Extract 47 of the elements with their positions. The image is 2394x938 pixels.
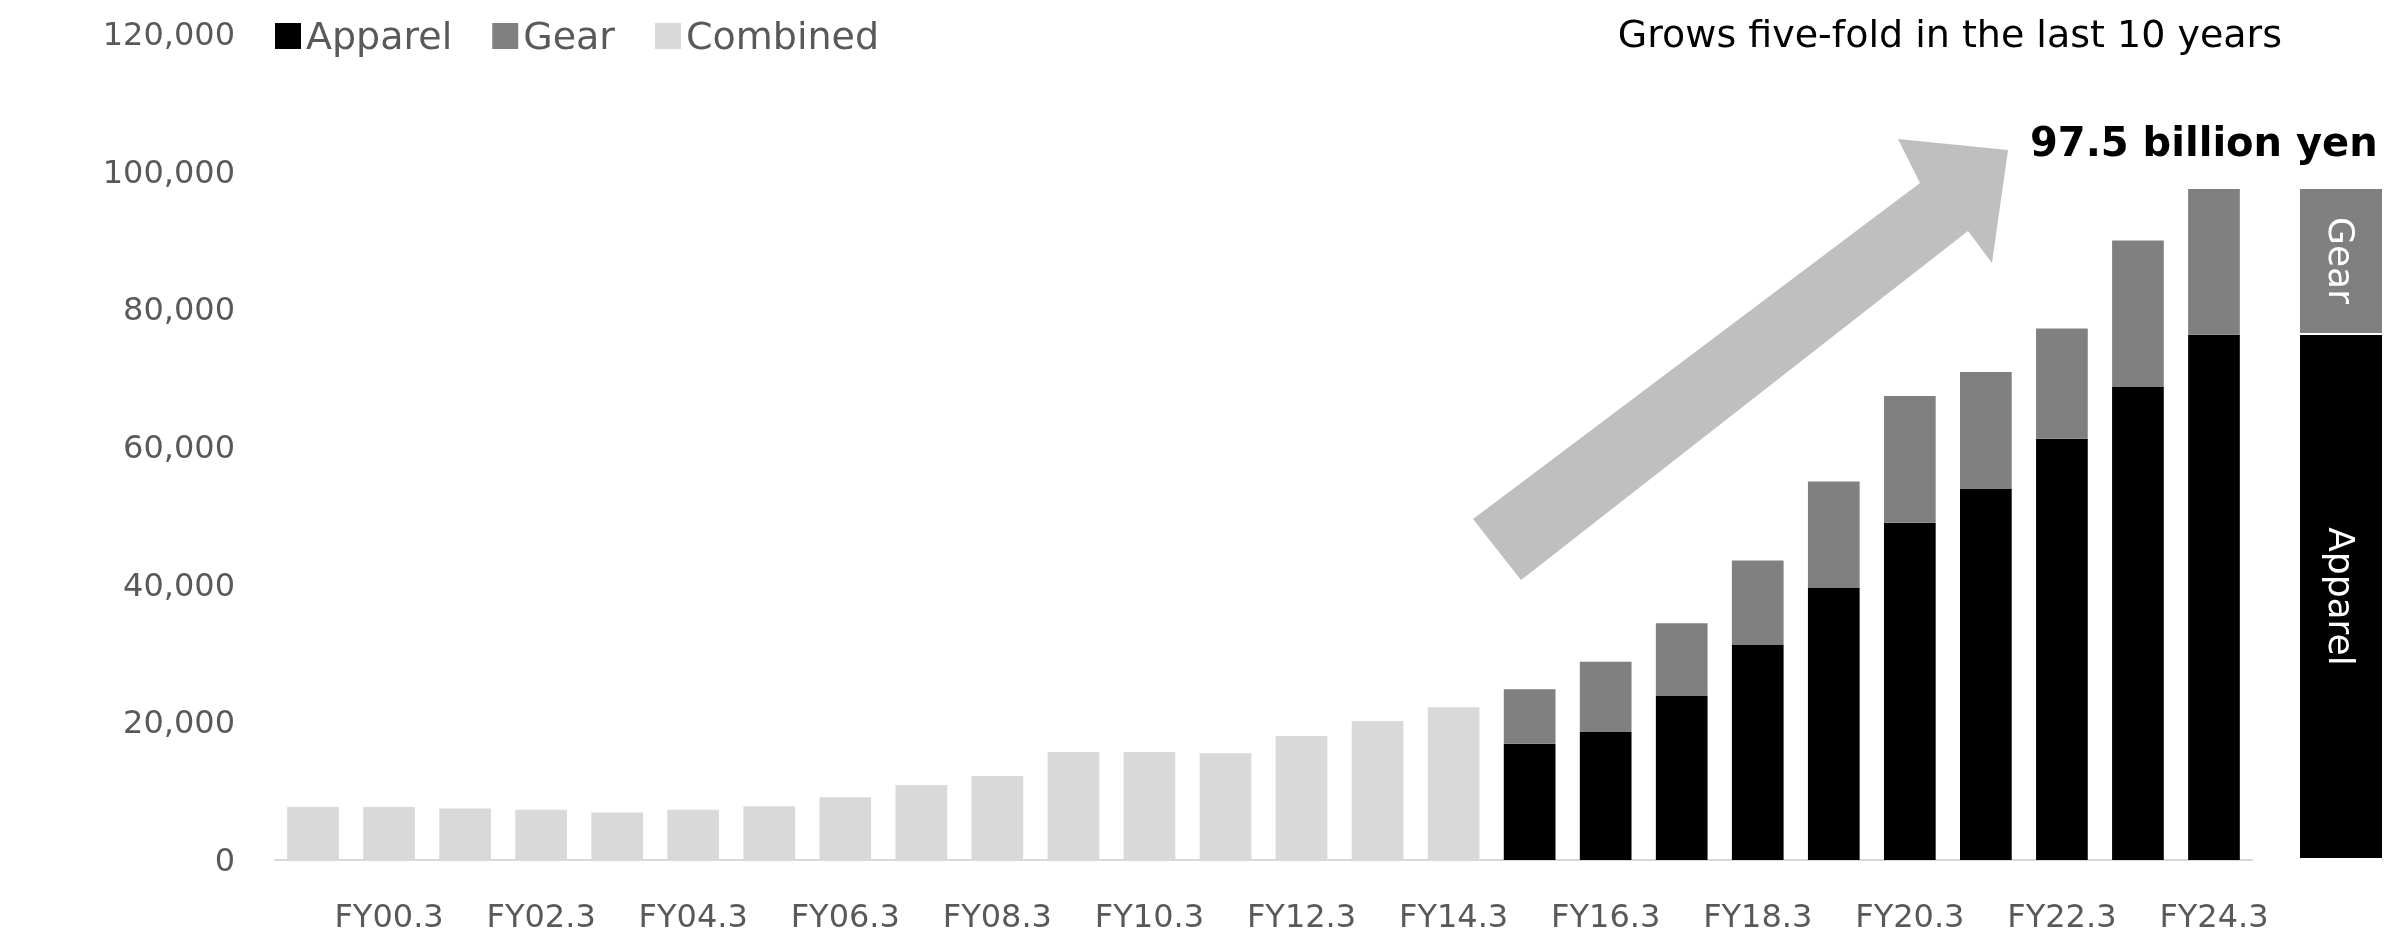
y-tick-label: 120,000 — [102, 15, 235, 53]
bar — [1807, 588, 1860, 860]
text: Apparel — [2320, 527, 2362, 666]
bar — [1731, 560, 1784, 645]
y-tick-label: 60,000 — [123, 428, 235, 466]
legend-label: Apparel — [306, 14, 453, 58]
x-tick-label: FY24.3 — [2159, 897, 2269, 935]
bar — [2036, 328, 2088, 439]
bar — [2188, 334, 2240, 860]
y-tick-label: 80,000 — [123, 290, 235, 329]
annotation: 97.5 billion yen — [2030, 118, 2378, 165]
x-tick-label: FY20.3 — [1855, 897, 1965, 935]
x-tick-label: FY02.3 — [486, 897, 596, 935]
bar — [1655, 695, 1708, 860]
y-tick-label: 40,000 — [123, 565, 235, 604]
y-tick-label: 100,000 — [102, 152, 235, 191]
text: Gear — [2320, 217, 2362, 305]
x-tick-label: FY18.3 — [1703, 897, 1813, 935]
bar — [1883, 396, 1936, 523]
x-tick-label: FY00.3 — [334, 897, 444, 935]
x-tick-label: FY06.3 — [790, 897, 900, 935]
bar — [1960, 371, 2012, 489]
annotation: Grows five-fold in the last 10 years — [1617, 12, 2282, 56]
x-tick-label: FY22.3 — [2007, 897, 2117, 935]
bar — [1503, 743, 1556, 860]
bar — [1960, 488, 2012, 860]
x-tick-label: FY10.3 — [1094, 897, 1205, 935]
x-tick-label: FY16.3 — [1551, 897, 1661, 935]
y-tick-label: 0 — [214, 841, 235, 879]
x-tick-label: FY14.3 — [1398, 897, 1509, 935]
bar — [1883, 522, 1936, 860]
x-tick-label: FY04.3 — [638, 897, 748, 935]
bar — [1807, 481, 1860, 589]
bar — [1503, 689, 1556, 744]
bar — [1579, 731, 1632, 860]
legend-label: Combined — [685, 14, 880, 58]
y-tick-label: 20,000 — [123, 703, 235, 742]
x-tick-label: FY12.3 — [1246, 897, 1357, 935]
bar — [2036, 438, 2088, 860]
bar — [2188, 188, 2240, 335]
bar — [1731, 644, 1784, 860]
legend-label: Gear — [523, 14, 616, 58]
bar — [1655, 623, 1708, 696]
bar — [2112, 240, 2164, 388]
x-tick-label: FY08.3 — [942, 897, 1052, 935]
bar — [2112, 387, 2164, 860]
bar — [1579, 661, 1632, 732]
